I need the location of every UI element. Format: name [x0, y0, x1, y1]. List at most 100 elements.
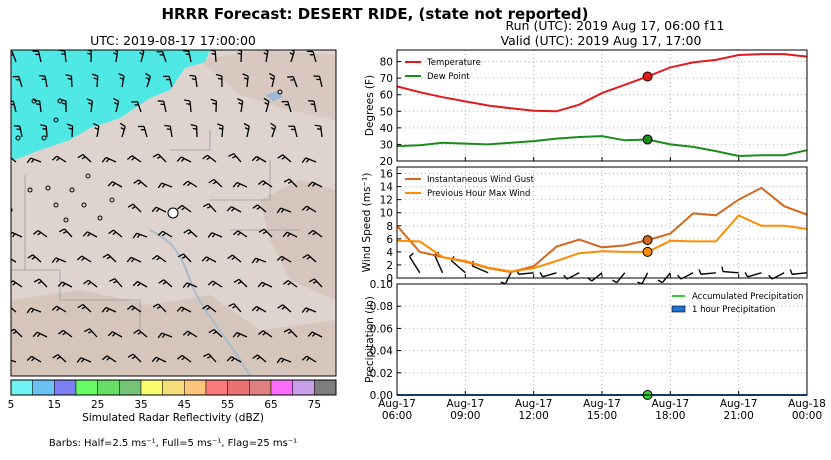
map-wind-barb — [27, 254, 42, 263]
colorbar-tick-label: 65 — [264, 399, 277, 411]
map-wind-barb — [288, 125, 298, 138]
map-wind-barb — [217, 123, 224, 138]
y-tick-label: 40 — [380, 123, 393, 135]
map-wind-barb — [270, 122, 277, 138]
map-frame — [10, 49, 337, 377]
map-wind-barb — [40, 124, 48, 138]
map-wind-barb — [32, 331, 48, 338]
y-tick-label: 0.08 — [370, 301, 393, 313]
colorbar-frame — [10, 379, 337, 396]
map-wind-barb — [32, 50, 42, 63]
map-wind-barb — [26, 157, 42, 164]
map-wind-barb — [202, 203, 217, 213]
y-tick-label: 0.04 — [370, 346, 394, 358]
plot-frame — [396, 49, 808, 162]
x-tick-label: Aug-17 — [447, 398, 485, 410]
x-tick-label: 21:00 — [724, 410, 754, 422]
x-tick-label: Aug-17 — [720, 398, 758, 410]
valid-label: Valid (UTC): 2019 Aug 17, 17:00 — [501, 33, 702, 48]
colorbar-swatch — [249, 379, 272, 396]
map-wind-barb — [126, 155, 142, 163]
map-wind-barb — [184, 99, 192, 113]
map-wind-barb — [232, 181, 248, 188]
y-tick-label: 0 — [386, 273, 393, 285]
map-wind-barb — [228, 303, 242, 313]
colorbar-swatch — [10, 379, 33, 396]
y-axis-label: Precipitation (in) — [364, 296, 376, 383]
map-wind-barb — [152, 153, 167, 163]
wind-barb — [789, 269, 808, 275]
map-wind-barb — [118, 72, 125, 88]
legend-swatch — [671, 305, 686, 313]
series-line — [396, 53, 808, 113]
y-tick-label: 4 — [386, 247, 393, 259]
map-wind-barb — [207, 232, 223, 238]
y-tick-label: 0.06 — [370, 323, 394, 335]
map-wind-barb — [232, 230, 248, 238]
map-wind-barb — [182, 330, 198, 338]
map-calm-circle — [277, 89, 283, 95]
map-wind-barb — [252, 204, 267, 213]
map-wind-barb — [306, 50, 317, 63]
map-wind-barb — [126, 256, 142, 263]
map-wind-barb — [133, 179, 148, 188]
map-utc-label: UTC: 2019-08-17 17:00:00 — [90, 33, 256, 48]
map-wind-barb — [308, 229, 323, 238]
map-wind-barb — [308, 99, 317, 113]
colorbar-tick-label: 5 — [8, 399, 15, 411]
plot-frame — [396, 283, 808, 396]
terrain-shading-south — [11, 290, 336, 376]
map-calm-circle — [27, 187, 33, 193]
series-line — [396, 135, 808, 158]
map-wind-barb — [76, 357, 92, 363]
map-wind-barb — [152, 303, 167, 313]
map-wind-barb — [201, 256, 217, 263]
map-wind-barb — [151, 356, 167, 363]
wind-barb — [587, 272, 603, 282]
map-wind-barb — [228, 153, 242, 163]
map-wind-barb — [183, 229, 198, 238]
map-wind-barb — [289, 50, 295, 63]
map-wind-barb — [308, 278, 323, 288]
map-wind-barb — [119, 122, 126, 138]
map-wind-barb — [163, 75, 173, 88]
map-wind-barb — [108, 229, 123, 238]
map-wind-barb — [132, 232, 148, 239]
map-wind-barb — [51, 257, 67, 264]
map-wind-barb — [182, 50, 192, 63]
map-wind-barb — [257, 180, 273, 188]
map-wind-barb — [227, 254, 242, 263]
figure-title: HRRR Forecast: DESERT RIDE, (state not r… — [161, 5, 588, 23]
legend-label: 1 hour Precipitation — [692, 305, 775, 315]
map-wind-barb — [66, 123, 74, 138]
map-wind-barb — [157, 100, 167, 113]
map-wind-barb — [157, 332, 173, 339]
map-wind-barb — [208, 328, 223, 338]
map-wind-barb — [301, 157, 317, 164]
map-wind-barb — [77, 153, 92, 163]
map-wind-barb — [39, 74, 48, 88]
map-calm-circle — [53, 202, 59, 208]
y-tick-label: 14 — [380, 182, 394, 194]
map-wind-barb — [127, 353, 142, 363]
map-wind-barb — [58, 228, 73, 238]
map-wind-barb — [215, 73, 223, 88]
map-wind-barb — [258, 228, 273, 238]
y-tick-label: 6 — [386, 234, 393, 246]
map-wind-barb — [301, 205, 317, 213]
map-wind-barb — [107, 181, 123, 188]
map-wind-barb — [236, 98, 244, 113]
x-tick-label: Aug-17 — [583, 398, 621, 410]
map-wind-barb — [233, 278, 248, 288]
legend-label: Dew Point — [427, 72, 470, 82]
x-tick-label: 18:00 — [655, 410, 685, 422]
map-wind-barb — [101, 355, 117, 363]
map-wind-barb — [281, 100, 292, 113]
map-wind-barb — [210, 98, 218, 113]
map-wind-barb — [113, 50, 119, 63]
colorbar-tick-label: 55 — [221, 399, 234, 411]
map-wind-barb — [86, 98, 93, 113]
map-wind-barb — [52, 354, 67, 363]
map-wind-barb — [126, 305, 142, 313]
